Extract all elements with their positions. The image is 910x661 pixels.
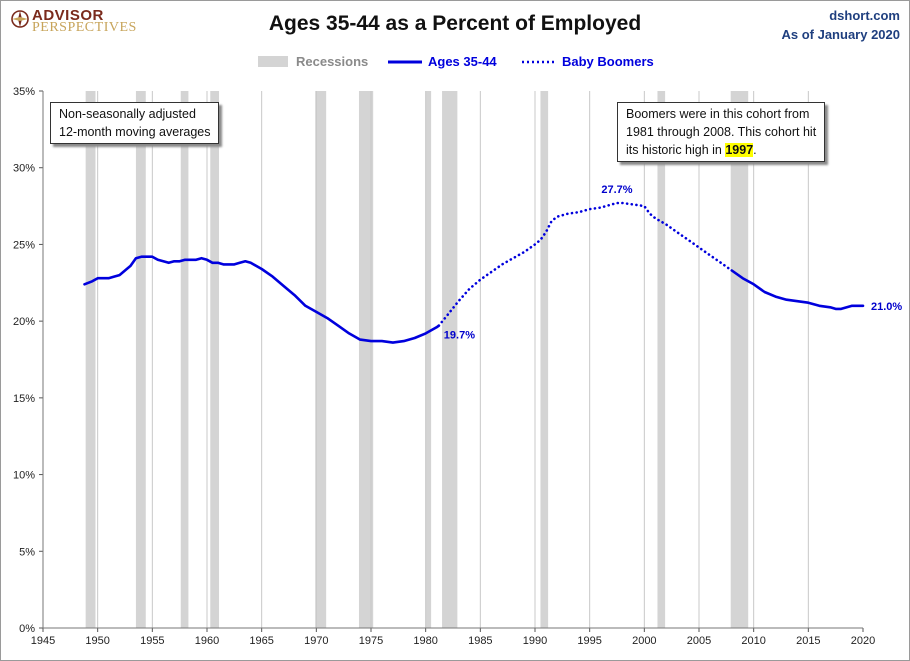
compass-logo-icon [11,10,29,28]
legend-label-ages: Ages 35-44 [428,54,497,69]
note-left-line2: 12-month moving averages [59,125,211,139]
y-tick-label: 25% [13,239,35,251]
x-tick-label: 1980 [413,635,437,647]
logo-text-perspectives: PERSPECTIVES [32,20,137,35]
legend-item-ages: Ages 35-44 [388,54,497,69]
note-right-line3: its historic high in 1997. [626,141,816,159]
recession-band [210,91,220,628]
x-tick-label: 1975 [359,635,383,647]
solid-line-swatch [388,60,422,63]
recession-band [730,91,749,628]
legend-item-recessions: Recessions [258,54,368,69]
recession-band [657,91,666,628]
recession-band [180,91,189,628]
highlight-year: 1997 [725,143,754,157]
source-block: dshort.com As of January 2020 [781,6,900,44]
x-tick-label: 1960 [195,635,219,647]
data-label: 19.7% [444,330,475,342]
x-tick-label: 1965 [249,635,273,647]
x-tick-label: 2020 [851,635,875,647]
source-site: dshort.com [829,8,900,23]
note-right-line3-post: . [753,143,757,157]
y-tick-label: 30% [13,163,35,175]
x-tick-label: 2015 [796,635,820,647]
dotted-line-swatch [522,60,556,63]
recession-band [135,91,146,628]
note-right-line1: Boomers were in this cohort from [626,107,810,121]
x-tick-label: 1970 [304,635,328,647]
data-label: 21.0% [871,301,902,313]
x-tick-label: 1950 [85,635,109,647]
y-tick-label: 20% [13,316,35,328]
y-tick-label: 15% [13,393,35,405]
y-tick-label: 5% [19,546,35,558]
y-tick-label: 0% [19,623,35,635]
recession-band [425,91,432,628]
legend-label-boomers: Baby Boomers [562,54,654,69]
legend: Recessions Ages 35-44 Baby Boomers [0,54,910,74]
x-tick-label: 2000 [632,635,656,647]
note-right-line2: 1981 through 2008. This cohort hit [626,125,817,139]
source-date: As of January 2020 [781,27,900,42]
recession-swatch [258,56,288,67]
legend-label-recessions: Recessions [296,54,369,69]
recession-band [315,91,327,628]
recession-band [442,91,458,628]
note-boomers: Boomers were in this cohort from 1981 th… [617,102,826,162]
x-tick-label: 1985 [468,635,492,647]
series-line-baby-boomers [437,201,734,328]
x-tick-label: 1990 [523,635,547,647]
y-tick-label: 10% [13,470,35,482]
x-tick-label: 1995 [577,635,601,647]
x-tick-label: 2010 [741,635,765,647]
note-seasonality: Non-seasonally adjusted 12-month moving … [50,102,220,144]
y-tick-label: 35% [13,86,35,98]
legend-item-boomers: Baby Boomers [522,54,654,69]
recession-band [85,91,96,628]
chart-title: Ages 35-44 as a Percent of Employed [268,12,642,35]
x-tick-label: 2005 [687,635,711,647]
recession-band [358,91,374,628]
note-left-line1: Non-seasonally adjusted [59,107,196,121]
x-tick-label: 1945 [31,635,55,647]
recession-band [540,91,549,628]
series-line-ages-35-44 [730,269,865,311]
data-label: 27.7% [601,184,632,196]
logo-text-advisor: ADVISOR [32,7,104,24]
series-line-ages-35-44 [83,255,441,344]
x-tick-label: 1955 [140,635,164,647]
note-right-line3-pre: its historic high in [626,143,726,157]
